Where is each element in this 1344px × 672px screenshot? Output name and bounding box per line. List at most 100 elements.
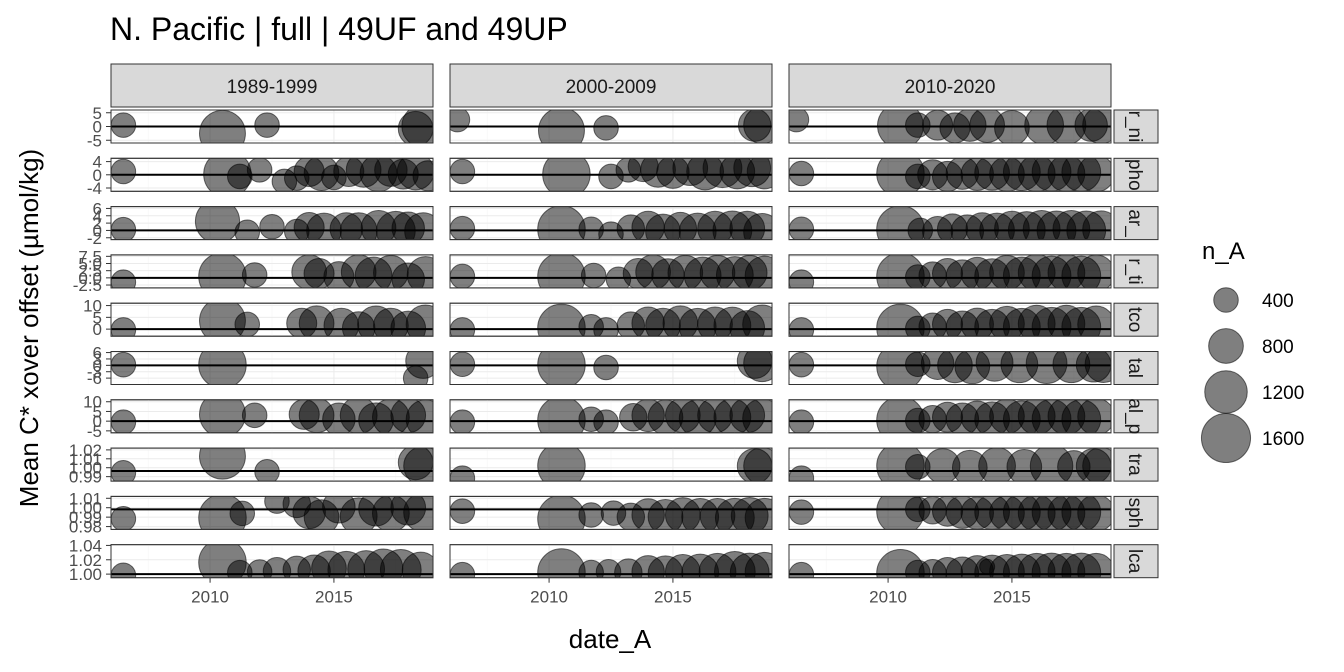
data-point (198, 351, 247, 385)
y-tick-label: -5 (87, 131, 102, 150)
data-point (1084, 351, 1111, 383)
y-tick-label: -5 (87, 422, 102, 441)
panel-content (789, 303, 1111, 337)
panel-content (450, 496, 772, 530)
panel-content (111, 351, 433, 385)
y-tick-label: 2 (93, 214, 102, 233)
data-point (234, 219, 260, 240)
panel-border (788, 109, 1112, 144)
data-point (743, 448, 772, 482)
panel-border (110, 254, 434, 289)
data-point (593, 409, 619, 433)
y-tick-label: 1.01 (69, 450, 102, 469)
column-strip (788, 63, 1112, 108)
x-tick-label: 2010 (530, 588, 568, 607)
panel-content (111, 158, 433, 192)
x-tick-label: 2010 (869, 588, 907, 607)
data-point (743, 110, 772, 143)
row-strip-label: ar_ (1124, 209, 1145, 237)
data-point (537, 303, 586, 337)
legend-key-circle (1208, 328, 1244, 364)
data-point (241, 402, 268, 429)
panel-content (789, 110, 1111, 143)
panel-content (789, 544, 1111, 578)
panel-content (789, 399, 1111, 433)
panel-border (449, 206, 773, 241)
panel-content (789, 351, 1111, 385)
row-strip (1113, 302, 1159, 337)
x-tick-label: 2015 (993, 588, 1031, 607)
y-tick-label: 6 (93, 344, 102, 363)
y-tick-label: 0.99 (69, 468, 102, 487)
legend-key-circle (1213, 287, 1239, 313)
y-tick-label: 2.5 (78, 262, 102, 281)
data-point (593, 115, 619, 141)
data-point (450, 351, 476, 378)
legend-key-circle (1204, 370, 1248, 414)
data-point (542, 158, 591, 192)
panel-border (788, 447, 1112, 482)
data-point (450, 110, 471, 133)
data-point (198, 254, 247, 288)
data-point (194, 206, 241, 240)
panel-border (110, 399, 434, 434)
row-strip-label: tco (1124, 307, 1145, 332)
column-strip-label: 1989-1999 (227, 77, 318, 98)
data-point (111, 351, 137, 378)
y-tick-label: 0 (93, 166, 102, 185)
data-point (789, 499, 815, 525)
data-point (229, 500, 256, 527)
data-point (742, 304, 772, 337)
row-strip-label: tra (1124, 454, 1145, 477)
row-strip (1113, 351, 1159, 385)
data-point (789, 465, 815, 482)
data-point (111, 409, 137, 433)
panel-content (789, 206, 1111, 240)
data-point (538, 110, 585, 143)
y-tick-label: 1.00 (69, 565, 102, 584)
row-strip-label: pho (1124, 159, 1145, 191)
data-point (234, 311, 260, 337)
legend-key-label: 1200 (1262, 383, 1304, 404)
y-tick-label: -2.5 (73, 276, 102, 295)
column-strip (110, 63, 434, 108)
data-point (593, 317, 619, 337)
panel-border (449, 157, 773, 192)
y-tick-label: 0.99 (69, 508, 102, 527)
panel-border (449, 399, 773, 434)
legend-title: n_A (1202, 238, 1245, 265)
row-strip-label: sph (1124, 498, 1145, 529)
legend-key-circle (1200, 412, 1252, 464)
data-point (994, 110, 1030, 143)
data-point (111, 562, 137, 578)
y-tick-label: 0.0 (78, 269, 102, 288)
data-point (450, 465, 476, 482)
data-point (593, 354, 619, 381)
y-tick-label: 1.02 (69, 551, 102, 570)
panel-content (111, 399, 433, 433)
data-point (789, 561, 815, 578)
y-tick-label: 7.5 (78, 247, 102, 266)
panel-content (111, 496, 433, 530)
panel-border (449, 351, 773, 385)
data-point (111, 317, 137, 337)
data-point (450, 561, 476, 578)
data-point (254, 458, 280, 482)
x-axis-title: date_A (569, 624, 652, 654)
data-point (537, 254, 586, 288)
data-point (744, 551, 772, 578)
data-point (405, 351, 433, 379)
row-strip (1113, 495, 1159, 530)
panel-border (788, 157, 1112, 192)
data-point (537, 448, 586, 482)
y-tick-label: -2 (87, 229, 102, 248)
data-point (789, 351, 815, 378)
column-strip-label: 2000-2009 (566, 77, 657, 98)
panel-border (449, 544, 773, 579)
panel-border (788, 495, 1112, 530)
legend-key-label: 400 (1262, 291, 1294, 312)
data-point (979, 558, 996, 575)
data-point (450, 263, 476, 288)
legend-key-label: 1600 (1262, 429, 1304, 450)
data-point (199, 110, 246, 143)
